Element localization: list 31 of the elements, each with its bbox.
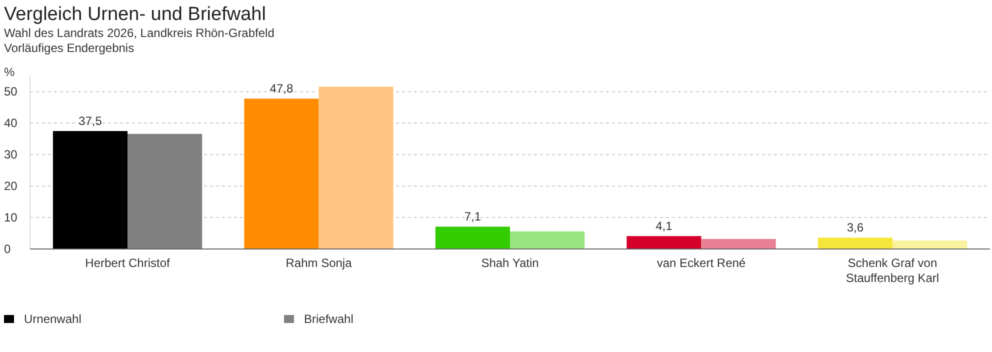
legend-label: Urnenwahl: [24, 312, 82, 326]
data-label: 4,1: [656, 219, 673, 234]
y-tick-label: 10: [4, 210, 18, 225]
data-label: 3,6: [846, 220, 864, 235]
y-axis-title: %: [4, 65, 15, 79]
data-label: 47,8: [270, 82, 294, 96]
x-tick-label: Herbert Christof: [85, 256, 171, 270]
data-label: 7,1: [464, 210, 482, 224]
bar: [818, 238, 892, 249]
x-tick-label: van Eckert René: [656, 256, 746, 270]
bar: [701, 238, 776, 249]
chart-title: Vergleich Urnen- und Briefwahl: [4, 4, 266, 25]
y-tick-label: 50: [4, 84, 18, 99]
y-tick-label: 0: [4, 242, 11, 256]
x-tick-label: Shah Yatin: [481, 256, 539, 270]
bar: [128, 134, 202, 249]
bar: [52, 131, 128, 249]
bar: [626, 236, 702, 249]
bar: [892, 240, 968, 249]
y-tick-label: 20: [4, 179, 18, 194]
legend-label: Briefwahl: [304, 312, 354, 326]
y-tick-label: 30: [4, 148, 18, 162]
bar: [318, 86, 394, 249]
chart-subtitle: Wahl des Landrats 2026, Landkreis Rhön-Grabfeld Vorläufiges Endergebnis: [4, 26, 274, 55]
bar: [510, 231, 585, 249]
data-label: 37,5: [78, 114, 102, 128]
bar: [435, 226, 510, 249]
x-tick-label: Rahm Sonja: [286, 256, 352, 270]
bar: [244, 98, 319, 249]
x-tick-label: Schenk Graf von Stauffenberg Karl: [846, 256, 940, 285]
y-tick-label: 40: [4, 116, 18, 130]
